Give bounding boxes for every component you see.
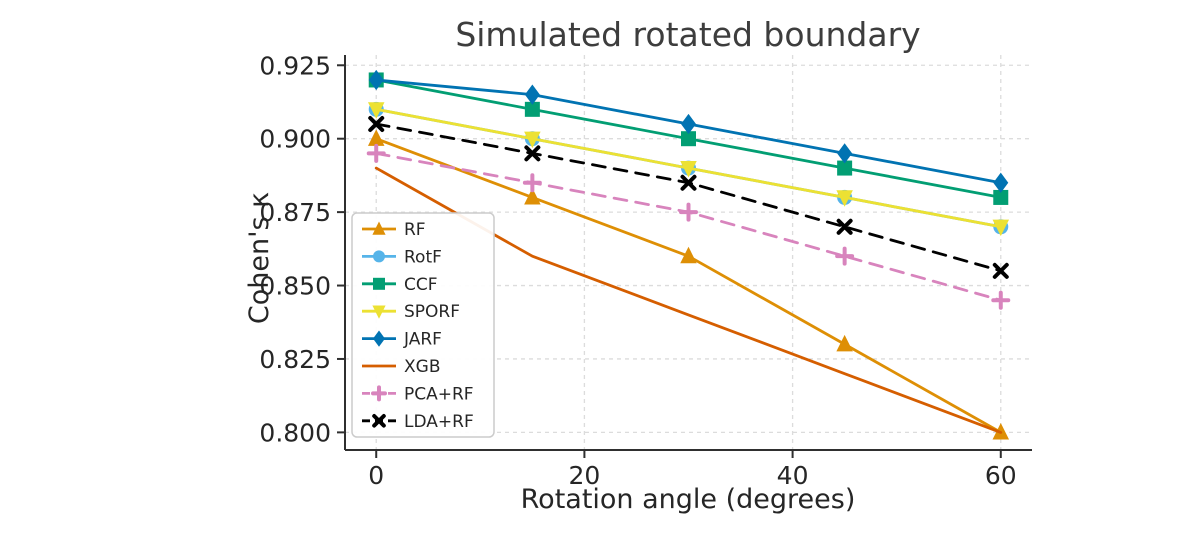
legend: RF RotF CCF SPORF JARF XGB PCA+RF LDA+RF — [351, 212, 495, 438]
y-tick-label: 0.875 — [259, 198, 331, 227]
square-marker — [524, 101, 540, 117]
x-marker — [368, 116, 385, 133]
diamond-marker — [373, 330, 385, 347]
diamond-marker — [524, 84, 540, 105]
legend-label: JARF — [403, 330, 442, 350]
x-tick-label: 0 — [368, 461, 384, 490]
plus-marker — [991, 290, 1011, 310]
x-marker — [372, 414, 386, 428]
legend-item: LDA+RF — [362, 412, 474, 432]
triangle-down-marker — [524, 131, 541, 149]
x-marker — [680, 174, 697, 191]
triangle-up-marker — [367, 129, 385, 146]
plus-marker — [835, 246, 855, 266]
legend-label: SPORF — [404, 302, 460, 322]
triangle-down-marker — [680, 160, 697, 178]
legend-item: PCA+RF — [362, 384, 474, 404]
y-tick-label: 0.825 — [259, 345, 331, 374]
triangle-down-marker — [367, 102, 385, 119]
triangle-down-marker — [372, 305, 386, 319]
triangle-up-marker — [836, 334, 853, 352]
y-tick-label: 0.850 — [259, 272, 331, 301]
diamond-marker — [681, 113, 696, 135]
legend-item: JARF — [362, 330, 442, 350]
legend-item: CCF — [362, 275, 438, 295]
x-tick-label: 60 — [985, 461, 1017, 490]
diamond-marker — [837, 143, 853, 164]
legend-label: XGB — [404, 357, 440, 377]
plus-marker — [522, 173, 542, 193]
square-marker — [993, 189, 1009, 205]
square-marker — [373, 277, 385, 290]
circle-marker — [373, 250, 385, 263]
x-tick-label: 40 — [777, 461, 809, 490]
x-marker — [992, 262, 1009, 279]
triangle-down-marker — [836, 190, 853, 207]
x-tick-label: 20 — [569, 461, 601, 490]
legend-label: PCA+RF — [404, 384, 474, 404]
legend-label: RF — [404, 220, 426, 240]
square-marker — [837, 160, 853, 176]
plot-area: 0 20 40 600.8000.8250.8500.8750.9000.925RFR… — [259, 51, 1032, 490]
x-marker — [836, 218, 853, 235]
plus-marker — [679, 202, 698, 222]
legend-item: SPORF — [362, 302, 460, 322]
y-tick-label: 0.800 — [259, 418, 331, 447]
legend-label: LDA+RF — [404, 412, 474, 432]
diamond-marker — [368, 69, 384, 91]
plus-marker — [371, 385, 387, 402]
legend-item: RotF — [362, 247, 442, 267]
legend-label: RotF — [404, 247, 442, 267]
y-tick-label: 0.925 — [259, 51, 331, 80]
legend-item: RF — [362, 220, 426, 240]
plus-marker — [366, 143, 386, 163]
triangle-up-marker — [372, 221, 386, 235]
legend-item: XGB — [362, 357, 440, 377]
triangle-up-marker — [524, 188, 541, 205]
x-axis-label: Rotation angle (degrees) — [521, 484, 856, 515]
square-marker — [681, 131, 696, 147]
x-marker — [524, 145, 541, 162]
y-tick-label: 0.900 — [259, 125, 331, 154]
triangle-up-marker — [680, 246, 697, 264]
diamond-marker — [993, 172, 1009, 193]
triangle-down-marker — [992, 219, 1010, 237]
legend-label: CCF — [404, 275, 438, 295]
chart-title: Simulated rotated boundary — [455, 15, 920, 54]
legend-box — [351, 212, 495, 438]
y-axis-label: Cohen's κ — [244, 192, 275, 324]
